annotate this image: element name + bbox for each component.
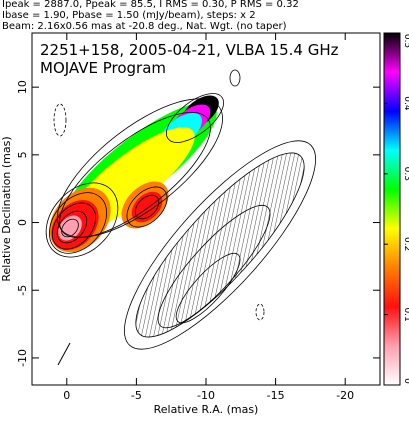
y-tick-label: -10 <box>16 349 29 367</box>
polarization-region <box>124 140 316 350</box>
y-tick-label: 10 <box>16 80 29 94</box>
x-tick-label: -20 <box>336 389 354 402</box>
y-tick-label: 0 <box>16 219 29 226</box>
colorbar <box>383 32 401 386</box>
colorbar-tick-label: 0.1 <box>402 307 409 321</box>
colorbar-tick-label: 0.5 <box>402 34 409 48</box>
plot-subtitle: MOJAVE Program <box>40 59 166 77</box>
header-line: Ibase = 1.90, Pbase = 1.50 (mJy/beam), s… <box>2 10 256 21</box>
y-tick-label: -5 <box>16 285 29 296</box>
header-line: Ipeak = 2887.0, Ppeak = 85.5, I RMS = 0.… <box>2 0 299 10</box>
emission-map <box>45 69 316 366</box>
x-tick-label: 0 <box>63 389 70 402</box>
colorbar-tick-label: 0 <box>402 378 409 384</box>
x-axis-label: Relative R.A. (mas) <box>154 403 259 416</box>
y-axis-label: Relative Declination (mas) <box>0 136 13 281</box>
x-tick-label: -15 <box>267 389 285 402</box>
colorbar-tick-label: 0.3 <box>402 167 409 181</box>
plot-title: 2251+158, 2005-04-21, VLBA 15.4 GHz <box>40 41 339 59</box>
y-tick-label: 5 <box>16 151 29 158</box>
colorbar-tick-label: 0.2 <box>402 237 409 251</box>
header-line: Beam: 2.16x0.56 mas at -20.8 deg., Nat. … <box>2 21 287 32</box>
x-tick-label: -5 <box>131 389 142 402</box>
contours <box>45 69 265 366</box>
x-tick-label: -10 <box>197 389 215 402</box>
colorbar-tick-label: 0.4 <box>402 96 409 111</box>
